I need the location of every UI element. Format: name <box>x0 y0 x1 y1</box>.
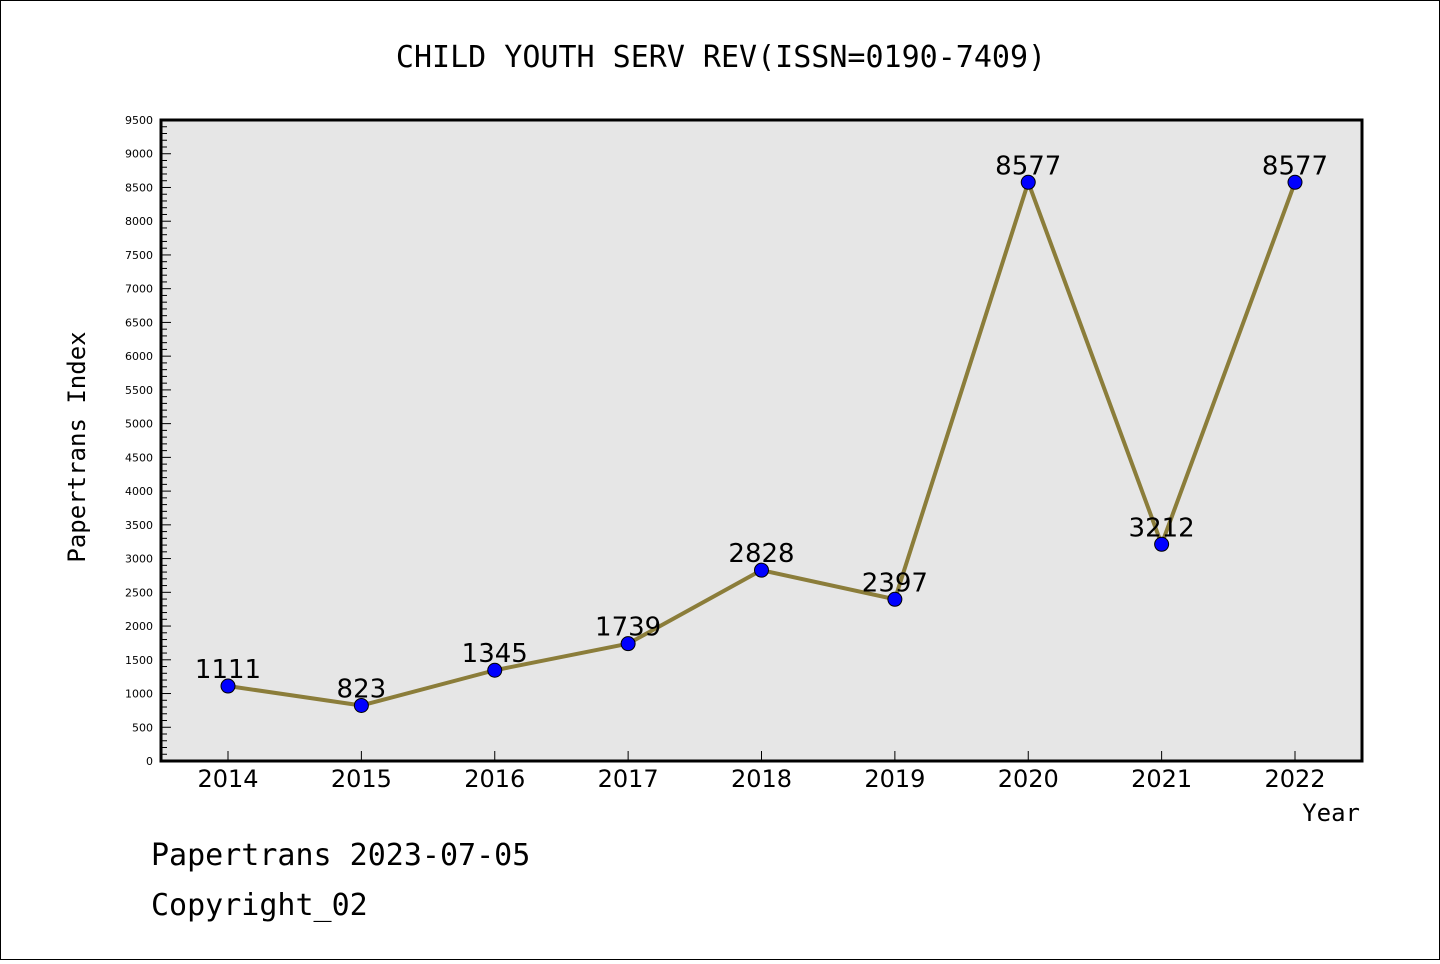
y-tick-label: 4500 <box>125 451 153 464</box>
y-tick-label: 2500 <box>125 586 153 599</box>
data-label: 3212 <box>1129 513 1195 543</box>
data-point <box>353 697 369 713</box>
data-label: 1345 <box>462 639 528 669</box>
data-point <box>620 636 636 652</box>
y-tick-label: 6000 <box>125 350 153 363</box>
data-labels-group: 1111 823 1345 1739 2828 2397 8577 3212 8577 <box>195 151 1328 704</box>
data-point <box>1020 174 1036 190</box>
data-point <box>1154 536 1170 552</box>
data-point <box>1287 174 1303 190</box>
footer-date: Papertrans 2023-07-05 <box>151 838 530 873</box>
y-tick-label: 2000 <box>125 620 153 633</box>
x-tick-label: 2014 <box>197 765 258 793</box>
data-points-group <box>220 174 1303 713</box>
x-tick-label: 2022 <box>1264 765 1325 793</box>
y-axis: 0 500 1000 1500 2000 2500 3000 3500 4000 4500 5000… <box>125 114 171 768</box>
x-tick-label: 2015 <box>331 765 392 793</box>
y-tick-label: 3500 <box>125 519 153 532</box>
y-tick-label: 5500 <box>125 384 153 397</box>
plot-area <box>159 118 1364 763</box>
x-axis-label: Year <box>1302 799 1360 827</box>
data-label: 823 <box>337 674 387 704</box>
data-label: 8577 <box>995 151 1061 181</box>
y-tick-label: 500 <box>132 721 153 734</box>
y-tick-label: 7500 <box>125 249 153 262</box>
y-tick-label: 6500 <box>125 316 153 329</box>
y-tick-label: 1500 <box>125 654 153 667</box>
data-label: 2397 <box>862 568 928 598</box>
y-tick-label: 9000 <box>125 148 153 161</box>
x-tick-label: 2017 <box>598 765 659 793</box>
x-tick-label: 2019 <box>864 765 925 793</box>
y-tick-label: 3000 <box>125 553 153 566</box>
x-tick-label: 2020 <box>998 765 1059 793</box>
y-axis-label: Papertrans Index <box>63 331 91 562</box>
y-tick-label: 5000 <box>125 418 153 431</box>
y-tick-label: 1000 <box>125 688 153 701</box>
data-point <box>754 562 769 578</box>
x-tick-label: 2016 <box>464 765 525 793</box>
data-label: 8577 <box>1262 151 1328 181</box>
data-point <box>220 678 236 694</box>
data-label: 1111 <box>195 655 261 685</box>
y-tick-label: 7000 <box>125 283 153 296</box>
data-point <box>487 662 503 678</box>
y-tick-label: 9500 <box>125 114 153 127</box>
footer-copyright: Copyright_02 <box>151 888 368 923</box>
x-tick-label: 2018 <box>731 765 792 793</box>
y-tick-label: 0 <box>146 755 153 768</box>
data-label: 1739 <box>595 613 661 643</box>
data-label: 2828 <box>728 539 794 569</box>
y-tick-label: 8000 <box>125 215 153 228</box>
y-tick-label: 4000 <box>125 485 153 498</box>
data-point <box>887 591 903 607</box>
x-tick-label: 2021 <box>1131 765 1192 793</box>
y-tick-label: 8500 <box>125 181 153 194</box>
x-axis: 2014 2015 2016 2017 2018 2019 2020 2021 2022 <box>197 751 1326 793</box>
chart-title: CHILD YOUTH SERV REV(ISSN=0190-7409) <box>396 40 1046 75</box>
